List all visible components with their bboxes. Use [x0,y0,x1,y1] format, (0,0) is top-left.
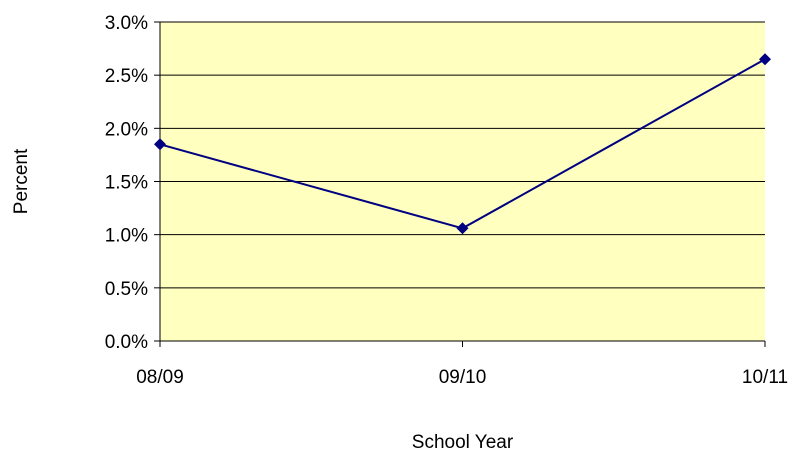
y-tick-label: 2.5% [105,66,148,87]
gridlines [160,21,765,289]
y-tick-labels: 0.0% 0.5% 1.0% 1.5% 2.0% 2.5% 3.0% [105,13,160,353]
y-tick-label: 2.0% [105,119,148,140]
y-tick-label: 1.5% [105,173,148,194]
data-point-marker [759,53,771,66]
x-tick-label: 10/11 [742,367,788,388]
y-axis-title: Percent [11,148,32,214]
y-tick-label: 1.0% [105,226,148,247]
x-tick-label: 08/09 [136,367,184,388]
x-tick-label: 09/10 [439,367,487,388]
x-axis-title: School Year [412,432,514,453]
y-tick-label: 0.0% [105,332,148,353]
y-tick-label: 0.5% [105,279,148,300]
data-point-marker [456,222,469,235]
series-group [154,53,771,235]
data-point-marker [154,138,166,151]
y-tick-label: 3.0% [105,13,148,34]
x-tick-labels: 08/09 09/10 10/11 [136,341,788,388]
